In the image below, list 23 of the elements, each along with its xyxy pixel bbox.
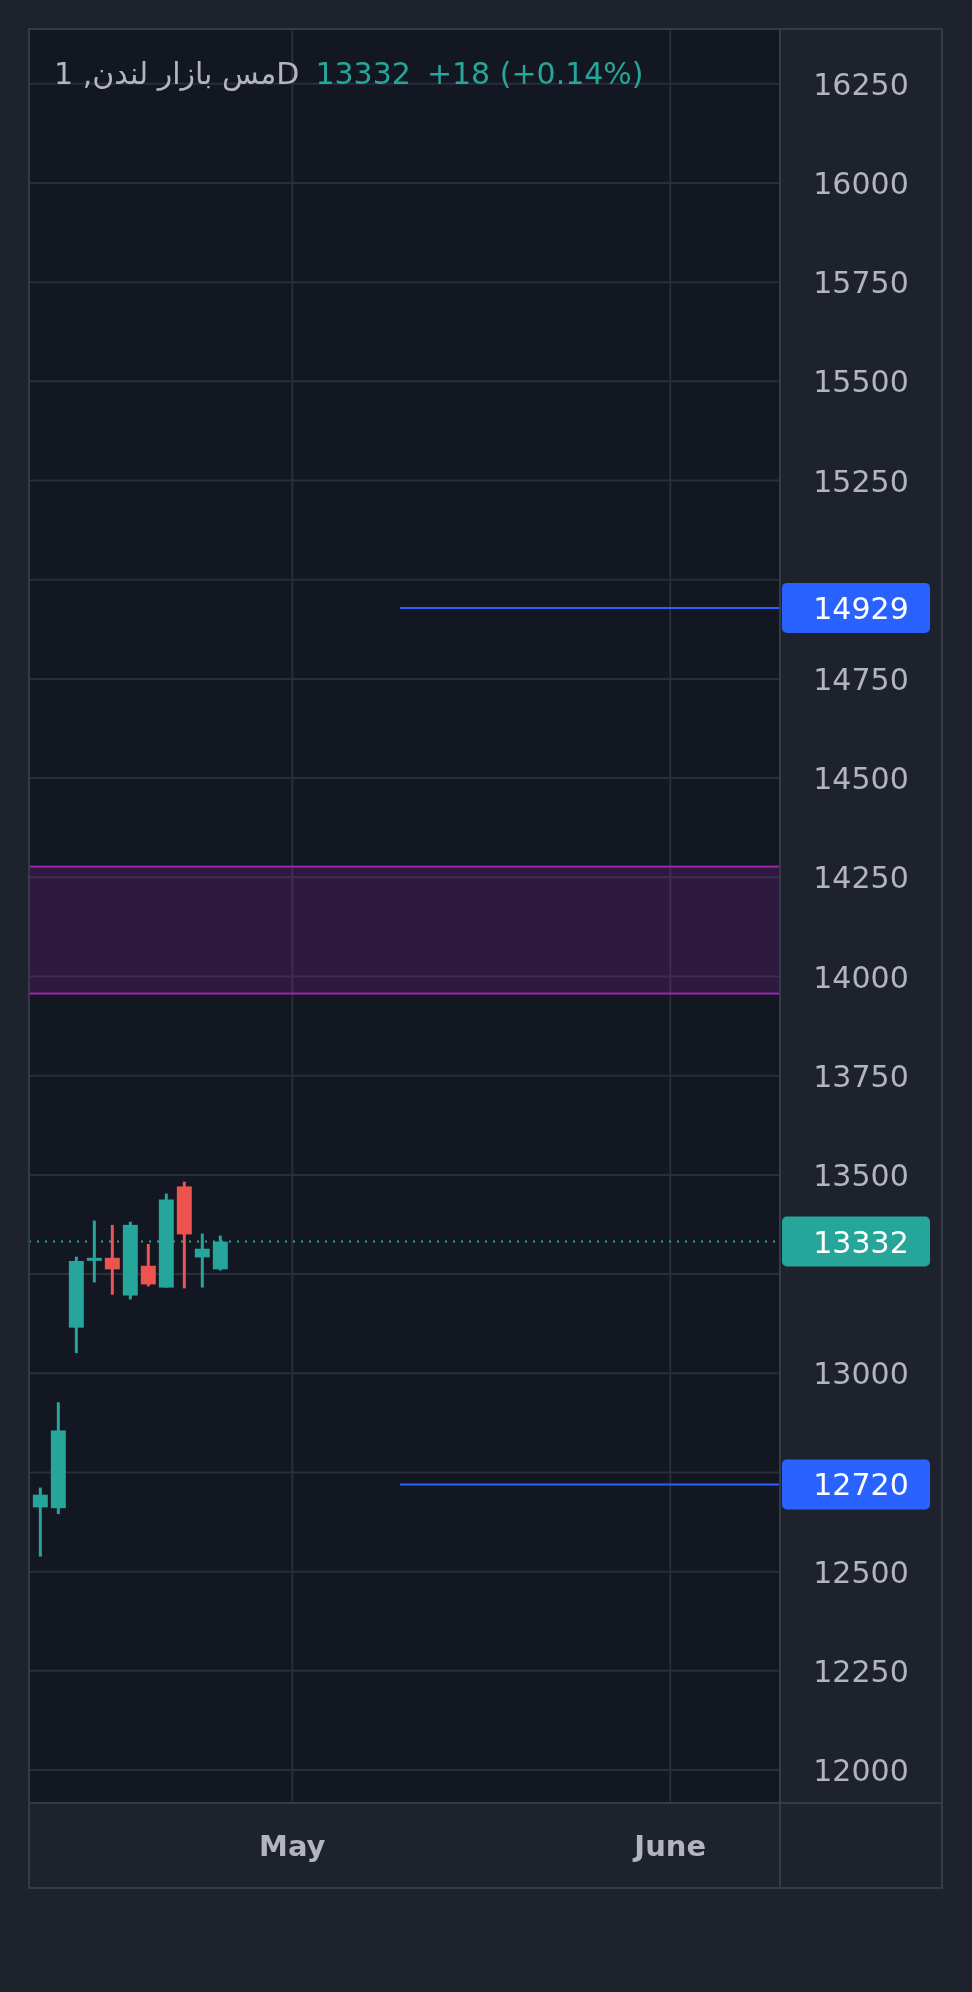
- y-tick-label: 13500: [813, 1157, 909, 1193]
- y-tick-label: 14500: [813, 761, 909, 797]
- y-tick-label: 14250: [813, 860, 909, 896]
- y-tick-label: 13750: [813, 1058, 909, 1094]
- y-tick-label: 15500: [813, 364, 909, 400]
- ref-line-label: 12720: [813, 1467, 909, 1503]
- y-tick-label: 16000: [813, 165, 909, 201]
- annotation: 13332: [315, 56, 411, 91]
- y-tick-label: 12250: [813, 1653, 909, 1689]
- y-tick-label: 16250: [813, 66, 909, 102]
- x-tick-label: May: [259, 1829, 326, 1863]
- annotation: +18 (+0.14%): [426, 56, 644, 91]
- y-tick-label: 14000: [813, 959, 909, 995]
- y-tick-label: 12000: [813, 1753, 909, 1789]
- ref-line-label: 13332: [813, 1224, 909, 1260]
- x-tick-label: June: [632, 1829, 707, 1863]
- ref-line-label: 14929: [813, 590, 909, 626]
- y-tick-label: 14750: [813, 661, 909, 697]
- y-tick-label: 12500: [813, 1554, 909, 1590]
- text: مس بازار لندن, 1D: [54, 56, 300, 91]
- y-tick-label: 15250: [813, 463, 909, 499]
- y-tick-label: 15750: [813, 265, 909, 301]
- y-tick-label: 13000: [813, 1356, 909, 1392]
